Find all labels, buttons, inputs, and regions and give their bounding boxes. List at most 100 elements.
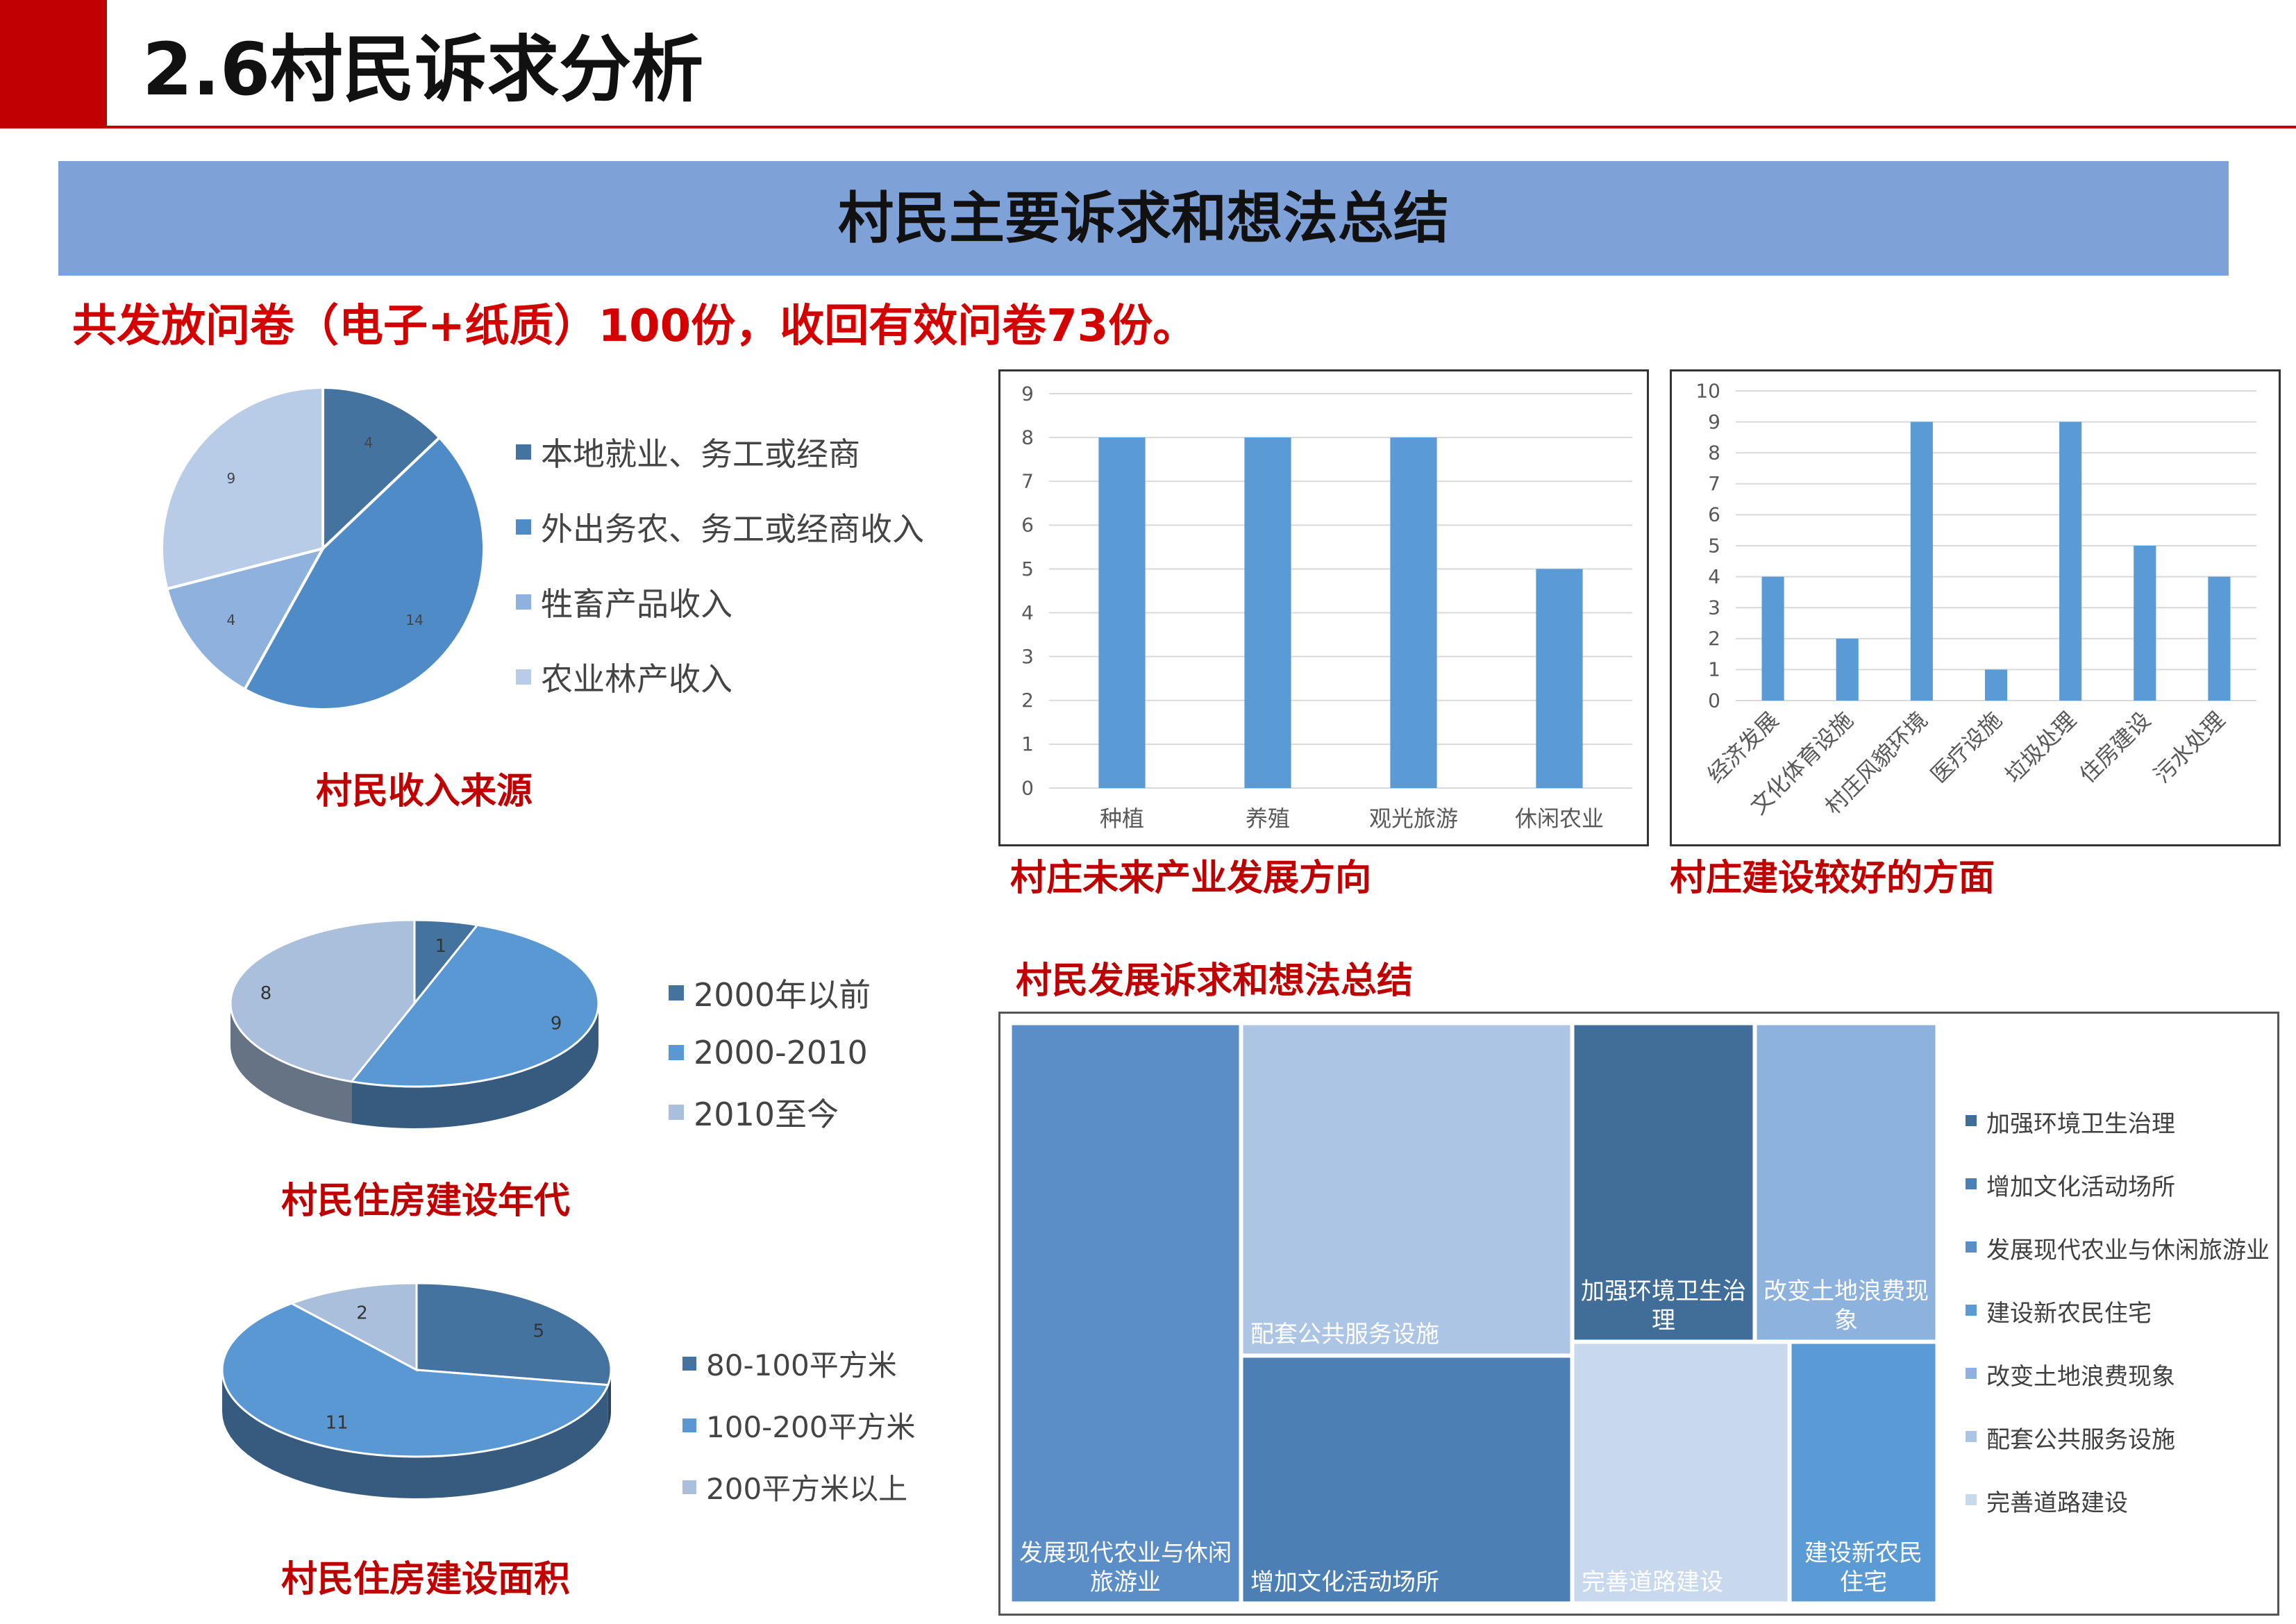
bar xyxy=(1390,437,1437,788)
income-legend-label: 农业林产收入 xyxy=(541,660,732,698)
bar xyxy=(1098,437,1146,788)
pie-slice xyxy=(165,546,326,692)
bar xyxy=(1984,669,2008,701)
y-tick-label: 3 xyxy=(1708,596,1720,619)
treemap-legend-label: 发展现代农业与休闲旅游业 xyxy=(1986,1237,2270,1264)
housing-year-legend-swatch xyxy=(669,1045,684,1060)
housing-area-legend-swatch xyxy=(682,1480,696,1494)
y-tick-label: 2 xyxy=(1708,627,1720,650)
y-tick-label: 4 xyxy=(1708,565,1720,588)
pie-data-label: 1 xyxy=(435,936,446,957)
y-tick-label: 4 xyxy=(1021,601,1034,624)
y-tick-label: 5 xyxy=(1708,534,1720,557)
y-tick-label: 8 xyxy=(1708,442,1720,464)
pie-slice xyxy=(289,1283,418,1372)
industry-bar-chart: 0 1 2 3 4 5 6 7 8 9 种植 养殖 观光旅游 休闲农业 xyxy=(1021,382,1632,832)
housing-year-legend-label: 2010至今 xyxy=(694,1096,839,1133)
housing-area-legend-label: 100-200平方米 xyxy=(706,1410,916,1444)
header-accent-block xyxy=(0,0,107,128)
section-banner: 村民主要诉求和想法总结 xyxy=(58,161,2229,276)
housing-year-legend-label: 2000-2010 xyxy=(694,1034,868,1071)
treemap-tile-label: 配套公共服务设施 xyxy=(1250,1321,1439,1348)
treemap-tile xyxy=(1789,1341,1938,1604)
housing-area-legend-swatch xyxy=(682,1356,696,1371)
pie-data-label: 9 xyxy=(227,470,236,487)
pie-slice xyxy=(160,385,324,591)
pie-slice xyxy=(229,920,416,1083)
housing-year-legend-swatch xyxy=(669,985,684,1001)
x-category-label: 住房建设 xyxy=(2075,707,2156,788)
y-tick-label: 6 xyxy=(1708,503,1720,526)
income-pie-chart: 4 14 4 9 xyxy=(160,385,485,711)
housing-area-legend-label: 80-100平方米 xyxy=(706,1348,897,1382)
housing-year-caption: 村民住房建设年代 xyxy=(281,1180,571,1222)
pie-data-label: 2 xyxy=(356,1303,368,1323)
pie-slice xyxy=(242,435,485,711)
y-tick-label: 9 xyxy=(1021,382,1034,405)
y-tick-label: 7 xyxy=(1708,472,1720,495)
pie-slice xyxy=(415,1283,612,1387)
housing-area-legend-label: 200平方米以上 xyxy=(706,1472,908,1506)
housing-area-legend-item: 80-100平方米 xyxy=(682,1342,916,1384)
treemap-legend-label: 加强环境卫生治理 xyxy=(1986,1110,2175,1138)
y-tick-label: 0 xyxy=(1021,776,1034,799)
pie-slice xyxy=(321,385,442,552)
pie-data-label: 8 xyxy=(260,983,272,1004)
treemap-tile xyxy=(1241,1023,1573,1356)
income-legend-item: 本地就业、务工或经商 xyxy=(516,429,924,475)
bar xyxy=(1761,576,1784,701)
pie-data-label: 14 xyxy=(405,612,423,628)
treemap-tile xyxy=(1572,1023,1755,1342)
income-legend-label: 本地就业、务工或经商 xyxy=(541,435,860,473)
construction-bar-frame: 0 1 2 3 4 5 6 7 8 9 10 经济发展 文化体育设施 村庄风貌环境 医疗设施 垃圾处理 住房建设… xyxy=(1670,369,2281,846)
treemap-tile xyxy=(1572,1341,1790,1604)
treemap-legend-swatch xyxy=(1966,1368,1977,1379)
income-legend-label: 牲畜产品收入 xyxy=(541,585,732,623)
bar xyxy=(1536,569,1583,788)
housing-year-legend-swatch xyxy=(669,1105,684,1120)
treemap-legend-label: 配套公共服务设施 xyxy=(1986,1426,2175,1454)
treemap-tile-label: 象 xyxy=(1834,1307,1858,1334)
pie-slice xyxy=(221,1302,610,1458)
income-pie-legend: 本地就业、务工或经商 外出务农、务工或经商收入 牲畜产品收入 农业林产收入 xyxy=(516,429,924,729)
income-legend-swatch xyxy=(516,444,531,460)
housing-area-legend-swatch xyxy=(682,1418,696,1432)
income-legend-swatch xyxy=(516,669,531,685)
pie-slice-side xyxy=(351,1003,598,1128)
y-tick-label: 3 xyxy=(1021,645,1034,668)
treemap-tile-label: 改变土地浪费现 xyxy=(1763,1278,1929,1305)
treemap-legend-label: 改变土地浪费现象 xyxy=(1986,1363,2175,1391)
bar xyxy=(1910,421,1933,701)
treemap-tile xyxy=(1241,1355,1573,1604)
x-category-label: 垃圾处理 xyxy=(2000,707,2081,788)
housing-area-legend-item: 100-200平方米 xyxy=(682,1404,916,1446)
treemap-tile-label: 理 xyxy=(1652,1307,1675,1334)
treemap-legend-swatch xyxy=(1966,1305,1977,1316)
housing-area-caption: 村民住房建设面积 xyxy=(281,1559,571,1600)
treemap-tile-label: 建设新农民 xyxy=(1804,1539,1922,1567)
treemap-tile-label: 住宅 xyxy=(1840,1568,1887,1596)
page-title: 2.6村民诉求分析 xyxy=(142,27,704,112)
housing-area-legend: 80-100平方米 100-200平方米 200平方米以上 xyxy=(682,1342,916,1527)
housing-year-pie-chart: 1 9 8 xyxy=(229,920,600,1128)
y-tick-label: 9 xyxy=(1708,410,1720,433)
treemap-tile-label: 旅游业 xyxy=(1090,1568,1161,1596)
treemap-frame: 发展现代农业与休闲 旅游业 配套公共服务设施 增加文化活动场所 加强环境卫生治理改变土地… xyxy=(998,1012,2279,1616)
y-tick-label: 0 xyxy=(1708,689,1720,712)
treemap-tile-label: 增加文化活动场所 xyxy=(1250,1568,1439,1596)
housing-area-legend-item: 200平方米以上 xyxy=(682,1466,916,1508)
pie-data-label: 11 xyxy=(326,1412,349,1433)
survey-note: 共发放问卷（电子+纸质）100份，收回有效问卷73份。 xyxy=(72,301,1198,352)
x-category-label: 观光旅游 xyxy=(1369,805,1458,832)
income-legend-item: 牲畜产品收入 xyxy=(516,579,924,625)
treemap-tile-label: 发展现代农业与休闲 xyxy=(1019,1539,1232,1567)
housing-year-legend-label: 2000年以前 xyxy=(694,976,871,1014)
treemap-tile-label: 加强环境卫生治 xyxy=(1581,1278,1746,1305)
housing-year-legend-item: 2000年以前 xyxy=(669,970,871,1016)
pie-slice-side xyxy=(222,1370,608,1498)
pie-data-label: 9 xyxy=(551,1013,562,1034)
housing-area-pie-chart: 5 11 2 xyxy=(221,1283,612,1498)
treemap-caption: 村民发展诉求和想法总结 xyxy=(1016,960,1414,1002)
bar xyxy=(2059,421,2082,701)
x-category-label: 种植 xyxy=(1100,805,1144,832)
